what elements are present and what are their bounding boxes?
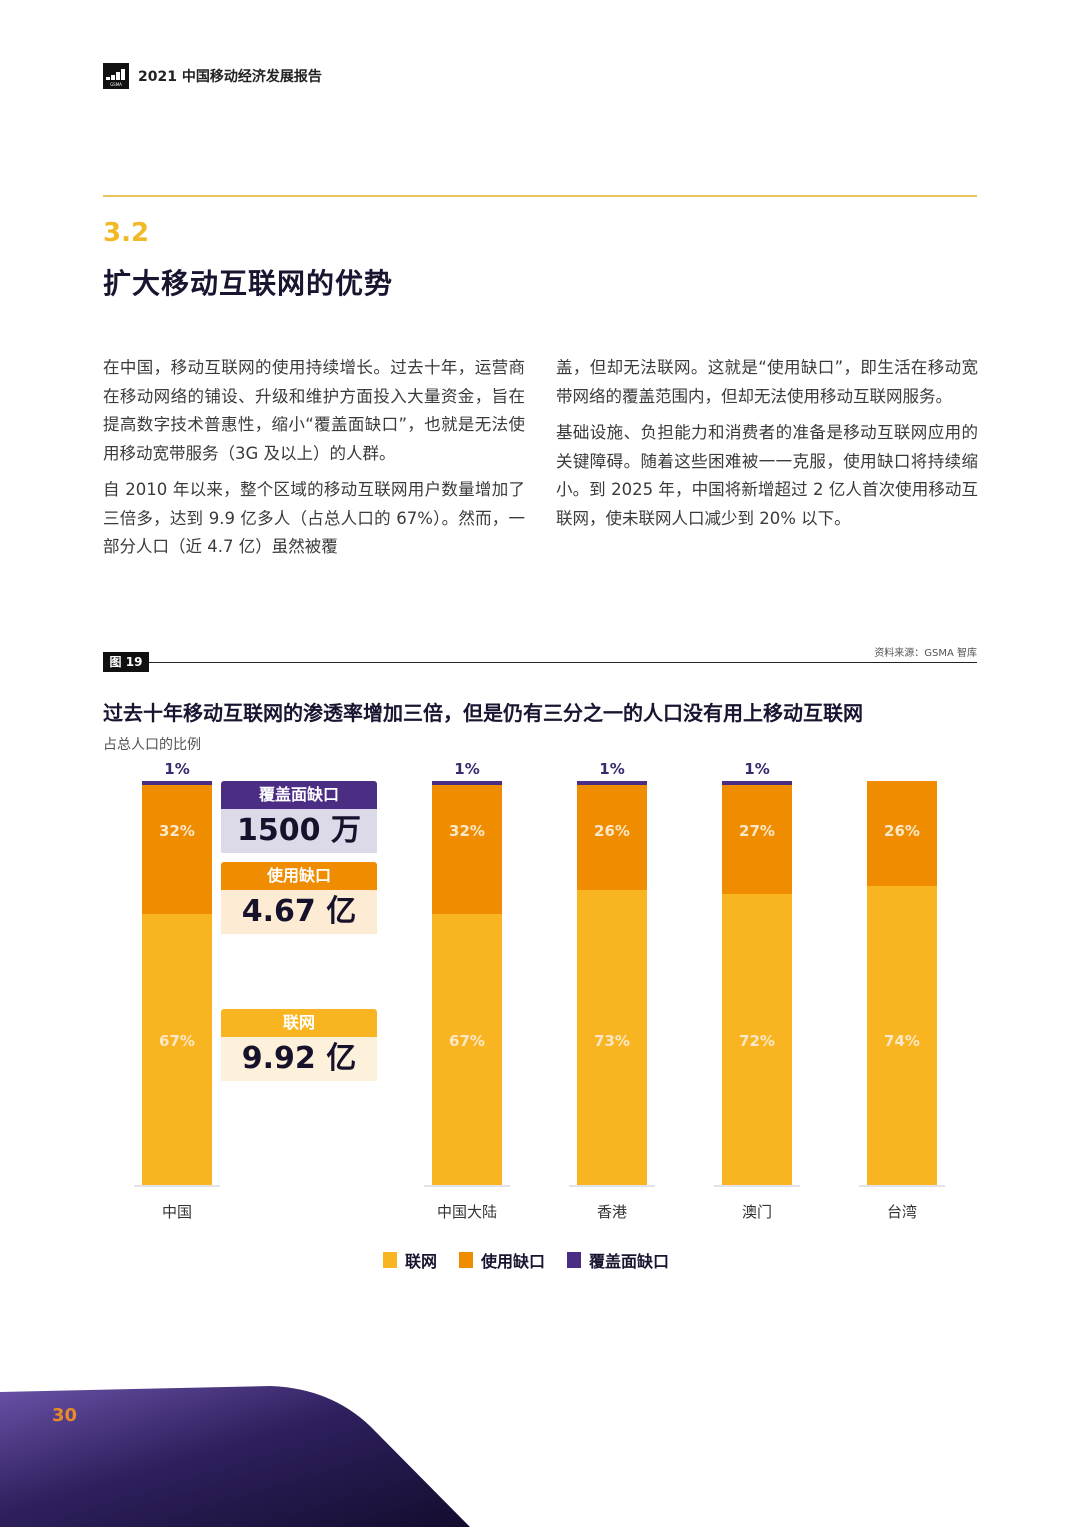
logo-text: GSMA [110, 82, 122, 87]
legend-swatch-icon [383, 1252, 397, 1268]
bar-value-label: 27% [739, 822, 775, 840]
bar-segment [867, 781, 937, 887]
bar-segment [577, 781, 647, 786]
bar-baseline [424, 1185, 510, 1187]
bar-segment [142, 914, 212, 1185]
bar-top-label: 1% [454, 760, 480, 778]
legend-label: 联网 [405, 1252, 438, 1271]
bar-baseline [714, 1185, 800, 1187]
bar-segment [867, 886, 937, 1185]
bar-segment [142, 785, 212, 915]
paragraph: 基础设施、负担能力和消费者的准备是移动互联网应用的关键障碍。随着这些困难被一一克… [556, 423, 978, 528]
section-number: 3.2 [103, 218, 150, 248]
legend-swatch-icon [459, 1252, 474, 1268]
bar-segment [722, 781, 792, 786]
bar-segment [432, 914, 502, 1185]
body-column-right: 盖，但却无法联网。这就是“使用缺口”，即生活在移动宽带网络的覆盖范围内，但却无法… [556, 354, 978, 541]
callout-label: 使用缺口 [221, 862, 377, 890]
category-label: 台湾 [886, 1203, 917, 1221]
bar-segment [432, 781, 502, 786]
legend-item-coverage-gap: 覆盖面缺口 [567, 1248, 669, 1272]
bar-top-label: 1% [744, 760, 770, 778]
bar-value-label: 32% [449, 822, 485, 840]
chart-legend: 联网 使用缺口 覆盖面缺口 [383, 1248, 669, 1272]
callout-label: 覆盖面缺口 [221, 781, 377, 809]
bar-segment [577, 785, 647, 891]
page-number: 30 [52, 1405, 78, 1426]
bar-value-label: 73% [594, 1032, 630, 1050]
chart-y-label: 占总人口的比例 [103, 737, 201, 753]
callout-connected: 联网 9.92 亿 [221, 1009, 377, 1081]
bar-value-label: 72% [739, 1032, 775, 1050]
bar-baseline [134, 1185, 220, 1187]
bar-segment [432, 785, 502, 915]
section-title: 扩大移动互联网的优势 [103, 267, 394, 300]
figure-rule [149, 662, 977, 663]
callout-value: 1500 万 [221, 809, 377, 853]
legend-item-usage-gap: 使用缺口 [459, 1248, 545, 1272]
section-divider [103, 195, 977, 197]
bar-value-label: 67% [449, 1032, 485, 1050]
legend-item-connected: 联网 [383, 1248, 437, 1272]
callout-usage-gap: 使用缺口 4.67 亿 [221, 862, 377, 934]
callout-label: 联网 [221, 1009, 377, 1037]
bar-top-label: 1% [599, 760, 625, 778]
bar-segment [142, 781, 212, 786]
paragraph: 自 2010 年以来，整个区域的移动互联网用户数量增加了三倍多，达到 9.9 亿… [103, 480, 525, 556]
bar-value-label: 74% [884, 1032, 920, 1050]
bar-value-label: 67% [159, 1032, 195, 1050]
bar-value-label: 32% [159, 822, 195, 840]
gsma-logo: GSMA [103, 63, 129, 89]
figure-source: 资料来源：GSMA 智库 [874, 648, 977, 659]
bar-segment [722, 894, 792, 1185]
category-label: 澳门 [741, 1203, 772, 1221]
paragraph: 盖，但却无法联网。这就是“使用缺口”，即生活在移动宽带网络的覆盖范围内，但却无法… [556, 358, 978, 406]
paragraph: 在中国，移动互联网的使用持续增长。过去十年，运营商在移动网络的铺设、升级和维护方… [103, 358, 525, 463]
callout-value: 4.67 亿 [221, 890, 377, 934]
footer-decoration [0, 1386, 470, 1527]
bar-baseline [569, 1185, 655, 1187]
bar-value-label: 26% [884, 822, 920, 840]
legend-label: 使用缺口 [481, 1252, 546, 1271]
callout-value: 9.92 亿 [221, 1037, 377, 1081]
bar-baseline [859, 1185, 945, 1187]
bar-segment [722, 785, 792, 895]
category-label: 中国大陆 [436, 1203, 497, 1221]
bar-top-label: 1% [164, 760, 190, 778]
category-label: 中国 [161, 1203, 192, 1221]
figure-tag: 图 19 [103, 652, 149, 672]
legend-swatch-icon [567, 1252, 582, 1268]
bar-segment [577, 890, 647, 1185]
callout-coverage-gap: 覆盖面缺口 1500 万 [221, 781, 377, 853]
report-title: 2021 中国移动经济发展报告 [138, 69, 322, 85]
chart-title: 过去十年移动互联网的渗透率增加三倍，但是仍有三分之一的人口没有用上移动互联网 [103, 701, 863, 725]
body-column-left: 在中国，移动互联网的使用持续增长。过去十年，运营商在移动网络的铺设、升级和维护方… [103, 354, 525, 570]
bar-value-label: 26% [594, 822, 630, 840]
category-label: 香港 [596, 1203, 627, 1221]
legend-label: 覆盖面缺口 [589, 1252, 670, 1271]
